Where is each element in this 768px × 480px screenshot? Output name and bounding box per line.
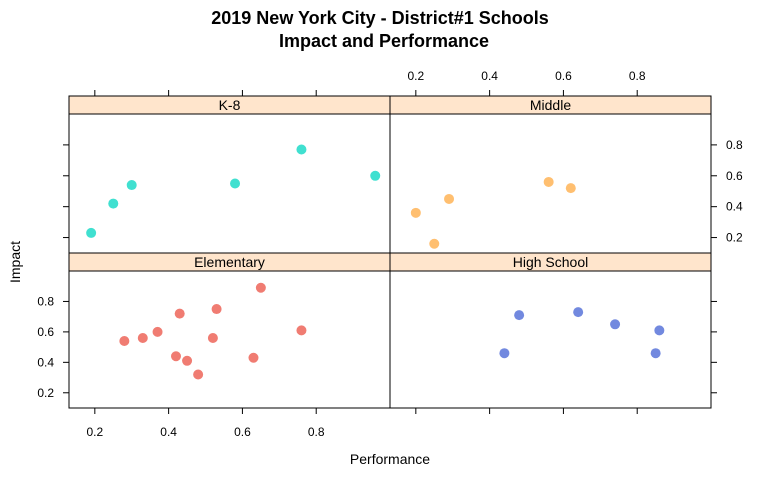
x-axis-label: Performance — [350, 451, 430, 467]
strip-label-high-school: High School — [513, 254, 589, 270]
data-point-elementary — [211, 304, 222, 315]
data-point-elementary — [171, 351, 181, 362]
panel-frame-k-8 — [68, 113, 391, 254]
y-tick-label-left-bottom: 0.2 — [37, 386, 54, 400]
strip-label-elementary: Elementary — [194, 254, 265, 270]
data-point-middle — [444, 193, 455, 204]
data-point-middle — [543, 176, 554, 187]
x-tick-label-top-right: 0.2 — [407, 69, 424, 83]
data-point-k-8 — [86, 227, 97, 238]
y-tick-label-left-bottom: 0.8 — [37, 294, 54, 308]
y-tick-label-right-top: 0.2 — [726, 231, 743, 245]
x-tick-label-bottom-left: 0.6 — [234, 425, 251, 439]
data-point-elementary — [152, 326, 163, 337]
panel-frame-high-school — [389, 270, 712, 409]
data-point-elementary — [174, 308, 185, 319]
data-point-k-8 — [370, 170, 381, 181]
chart-title: 2019 New York City - District#1 Schools — [211, 8, 548, 28]
x-tick-label-bottom-left: 0.2 — [86, 425, 103, 439]
data-point-high-school — [514, 310, 525, 321]
strip-label-k-8: K-8 — [219, 97, 241, 113]
data-point-k-8 — [108, 198, 119, 209]
data-point-k-8 — [126, 180, 137, 191]
data-point-elementary — [207, 332, 218, 343]
data-point-elementary — [296, 325, 307, 336]
data-point-k-8 — [230, 178, 241, 189]
data-point-k-8 — [296, 144, 307, 155]
x-tick-label-top-right: 0.8 — [629, 69, 646, 83]
strip-label-middle: Middle — [530, 97, 571, 113]
x-tick-label-top-right: 0.6 — [555, 69, 572, 83]
data-point-high-school — [573, 307, 584, 318]
data-point-high-school — [650, 348, 661, 359]
data-point-elementary — [137, 332, 148, 343]
x-tick-label-bottom-left: 0.4 — [160, 425, 177, 439]
data-point-elementary — [182, 355, 193, 366]
chart-subtitle: Impact and Performance — [279, 31, 489, 51]
y-axis-label: Impact — [7, 241, 23, 283]
data-point-elementary — [248, 352, 259, 363]
data-point-high-school — [654, 325, 665, 336]
data-point-middle — [565, 183, 576, 194]
data-point-elementary — [193, 369, 204, 380]
data-point-high-school — [499, 348, 510, 359]
y-tick-label-right-top: 0.8 — [726, 138, 743, 152]
x-tick-label-bottom-left: 0.8 — [308, 425, 325, 439]
data-point-middle — [410, 207, 421, 218]
y-tick-label-left-bottom: 0.4 — [37, 355, 54, 369]
data-point-elementary — [119, 336, 130, 347]
panels-layer: K-8 Middle Elementary High School 0.2 0.4 0.6 0… — [37, 69, 743, 439]
y-tick-label-left-bottom: 0.6 — [37, 325, 54, 339]
y-tick-label-right-top: 0.6 — [726, 169, 743, 183]
data-point-middle — [429, 238, 440, 249]
y-tick-label-right-top: 0.4 — [726, 200, 743, 214]
panel-frame-elementary — [68, 270, 391, 409]
data-point-high-school — [610, 319, 621, 330]
data-point-elementary — [255, 282, 266, 293]
x-tick-label-top-right: 0.4 — [481, 69, 498, 83]
